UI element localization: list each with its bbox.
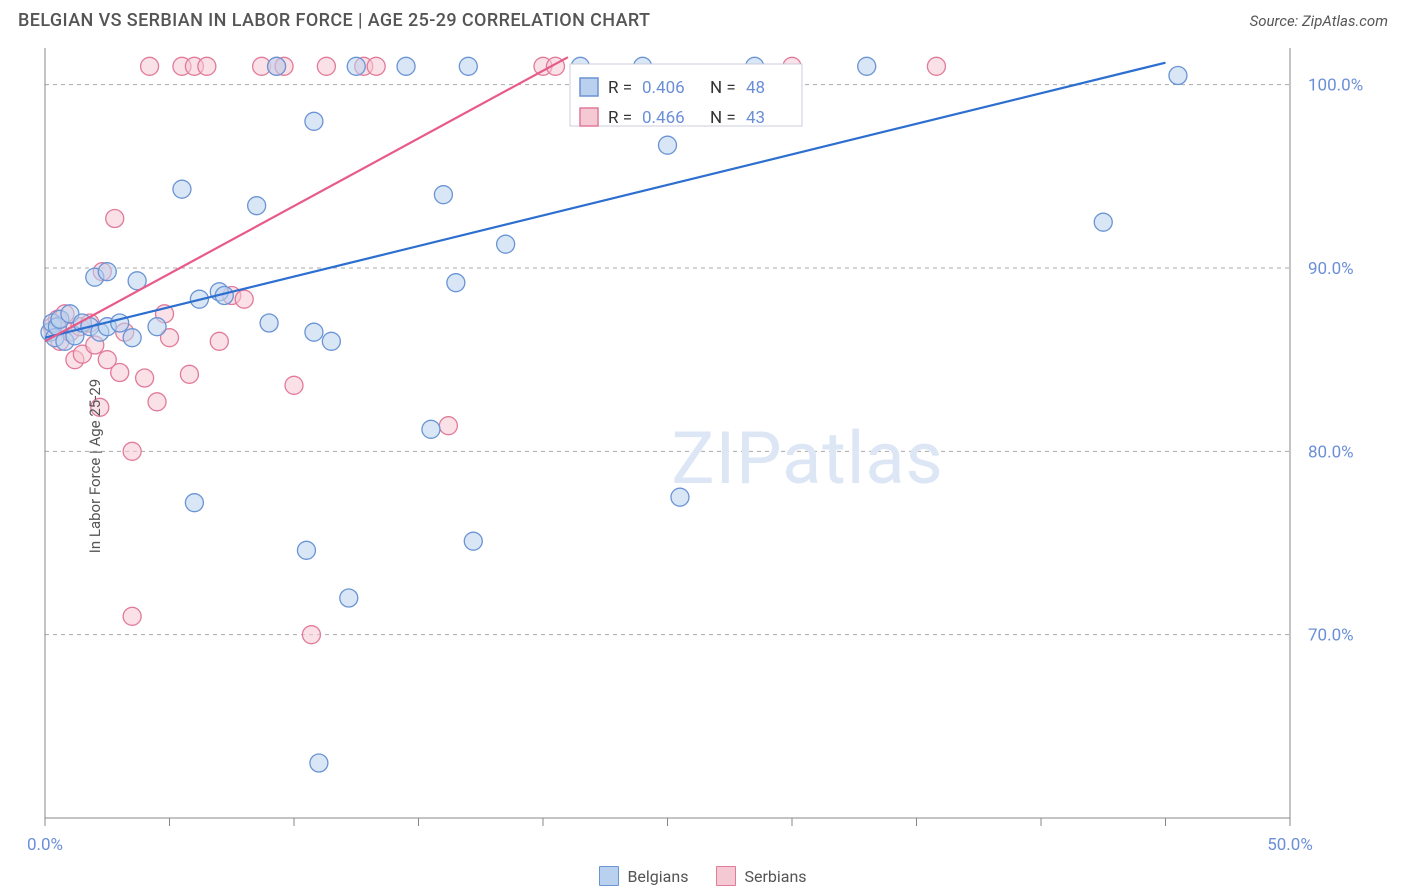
scatter-point-belgian bbox=[434, 186, 452, 204]
stats-r-label: R = bbox=[608, 78, 632, 98]
y-tick-label: 100.0% bbox=[1308, 76, 1363, 96]
scatter-point-belgian bbox=[497, 235, 515, 253]
stats-n-label: N = bbox=[710, 108, 736, 128]
bottom-legend: Belgians Serbians bbox=[0, 866, 1406, 886]
scatter-point-serbian bbox=[285, 376, 303, 394]
stats-n-label: N = bbox=[710, 78, 736, 98]
scatter-point-belgian bbox=[310, 754, 328, 772]
scatter-point-serbian bbox=[106, 210, 124, 228]
y-tick-label: 70.0% bbox=[1308, 626, 1354, 646]
stats-r-value: 0.466 bbox=[642, 108, 685, 128]
scatter-point-serbian bbox=[180, 365, 198, 383]
y-tick-label: 90.0% bbox=[1308, 259, 1354, 279]
scatter-point-belgian bbox=[1169, 67, 1187, 85]
watermark-text: ZIPatlas bbox=[671, 416, 943, 501]
legend-swatch-serbians bbox=[716, 866, 736, 886]
stats-n-value: 48 bbox=[746, 78, 765, 98]
scatter-point-serbian bbox=[198, 57, 216, 75]
stats-r-value: 0.406 bbox=[642, 78, 685, 98]
scatter-point-belgian bbox=[305, 323, 323, 341]
scatter-point-serbian bbox=[136, 369, 154, 387]
scatter-chart-svg: ZIPatlas 0.0% 50.0% 70.0% 80.0% 90.0% 100.0% R … bbox=[0, 40, 1406, 880]
scatter-point-belgian bbox=[322, 332, 340, 350]
scatter-point-belgian bbox=[447, 274, 465, 292]
legend-item-serbians: Serbians bbox=[716, 866, 806, 886]
scatter-point-belgian bbox=[422, 420, 440, 438]
scatter-point-belgian bbox=[297, 541, 315, 559]
x-tick-label: 0.0% bbox=[27, 835, 63, 855]
scatter-point-belgian bbox=[260, 314, 278, 332]
legend-swatch-belgians bbox=[599, 866, 619, 886]
stats-r-label: R = bbox=[608, 108, 632, 128]
scatter-point-belgian bbox=[185, 494, 203, 512]
stats-swatch bbox=[580, 108, 598, 126]
x-tick-label: 50.0% bbox=[1267, 835, 1313, 855]
scatter-point-belgian bbox=[858, 57, 876, 75]
scatter-point-belgian bbox=[671, 488, 689, 506]
chart-title: BELGIAN VS SERBIAN IN LABOR FORCE | AGE … bbox=[18, 10, 650, 31]
scatter-point-serbian bbox=[367, 57, 385, 75]
chart-area: In Labor Force | Age 25-29 ZIPatlas 0.0% 5… bbox=[0, 40, 1406, 892]
scatter-point-belgian bbox=[98, 263, 116, 281]
scatter-point-serbian bbox=[123, 607, 141, 625]
y-tick-label: 80.0% bbox=[1308, 442, 1354, 462]
scatter-point-belgian bbox=[173, 180, 191, 198]
scatter-point-serbian bbox=[210, 332, 228, 350]
scatter-point-belgian bbox=[305, 112, 323, 130]
scatter-point-serbian bbox=[111, 364, 129, 382]
scatter-point-belgian bbox=[248, 197, 266, 215]
scatter-point-belgian bbox=[459, 57, 477, 75]
scatter-point-serbian bbox=[927, 57, 945, 75]
scatter-point-serbian bbox=[302, 626, 320, 644]
scatter-point-serbian bbox=[148, 393, 166, 411]
stats-legend-box bbox=[570, 64, 802, 126]
scatter-point-serbian bbox=[439, 417, 457, 435]
scatter-point-belgian bbox=[347, 57, 365, 75]
legend-item-belgians: Belgians bbox=[599, 866, 688, 886]
scatter-point-serbian bbox=[235, 290, 253, 308]
scatter-point-belgian bbox=[1094, 213, 1112, 231]
scatter-point-belgian bbox=[659, 136, 677, 154]
stats-swatch bbox=[580, 78, 598, 96]
scatter-point-serbian bbox=[141, 57, 159, 75]
scatter-point-belgian bbox=[340, 589, 358, 607]
y-axis-label: In Labor Force | Age 25-29 bbox=[86, 379, 104, 553]
chart-header: BELGIAN VS SERBIAN IN LABOR FORCE | AGE … bbox=[0, 0, 1406, 39]
scatter-point-belgian bbox=[268, 57, 286, 75]
trend-line-serbian bbox=[45, 57, 568, 341]
scatter-point-serbian bbox=[123, 442, 141, 460]
legend-label-serbians: Serbians bbox=[744, 867, 806, 886]
stats-n-value: 43 bbox=[746, 108, 765, 128]
source-attribution: Source: ZipAtlas.com bbox=[1250, 12, 1388, 30]
legend-label-belgians: Belgians bbox=[627, 867, 688, 886]
scatter-point-belgian bbox=[464, 532, 482, 550]
scatter-point-belgian bbox=[148, 318, 166, 336]
scatter-point-serbian bbox=[317, 57, 335, 75]
scatter-point-belgian bbox=[123, 329, 141, 347]
scatter-point-belgian bbox=[397, 57, 415, 75]
